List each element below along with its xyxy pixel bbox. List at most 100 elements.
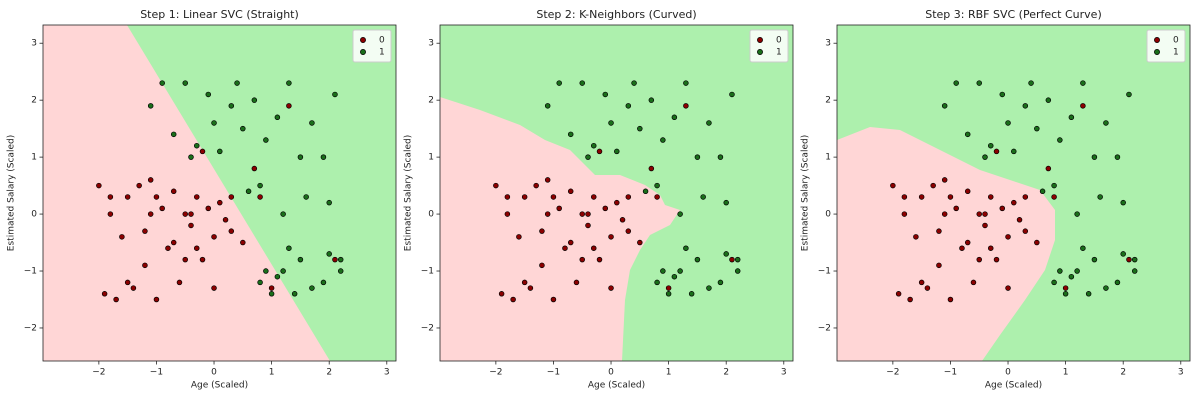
point bbox=[562, 245, 568, 251]
legend-marker bbox=[757, 37, 763, 43]
point bbox=[579, 80, 585, 86]
point bbox=[1068, 114, 1075, 121]
point bbox=[228, 194, 235, 200]
point bbox=[700, 194, 706, 200]
point bbox=[1103, 120, 1109, 126]
point bbox=[194, 245, 200, 251]
point bbox=[101, 291, 108, 297]
point bbox=[706, 285, 712, 291]
x-tick-label: 1 bbox=[666, 368, 672, 378]
point bbox=[660, 268, 666, 274]
point bbox=[1016, 217, 1023, 223]
point bbox=[567, 131, 574, 138]
point bbox=[1011, 199, 1017, 206]
x-tick-label: 0 bbox=[211, 368, 217, 378]
y-tick-label: 3 bbox=[31, 39, 37, 49]
point bbox=[585, 154, 591, 160]
point bbox=[596, 148, 603, 155]
point bbox=[608, 234, 614, 240]
point bbox=[337, 256, 344, 263]
y-tick-label: 2 bbox=[825, 96, 831, 106]
point bbox=[567, 239, 574, 246]
point bbox=[665, 285, 672, 291]
point bbox=[1074, 268, 1080, 274]
point bbox=[683, 103, 689, 109]
panel: −2 −1 0 1 2 3 −2 −1 0 1 2 3 Step 2: K-Neighbors (Cur… bbox=[404, 8, 794, 391]
point bbox=[913, 234, 919, 240]
point bbox=[953, 205, 959, 212]
point bbox=[113, 296, 119, 303]
point bbox=[1126, 256, 1132, 263]
point bbox=[1011, 148, 1017, 155]
x-tick-label: 0 bbox=[1005, 368, 1011, 378]
point bbox=[153, 296, 160, 303]
point bbox=[516, 234, 522, 240]
chart-title: Step 3: RBF SVC (Perfect Curve) bbox=[925, 8, 1102, 21]
point bbox=[683, 80, 689, 86]
point bbox=[579, 211, 585, 217]
point bbox=[286, 103, 292, 109]
point bbox=[717, 279, 724, 286]
y-tick-label: −1 bbox=[818, 267, 831, 277]
point bbox=[637, 239, 643, 246]
plot-frame bbox=[42, 24, 397, 362]
point bbox=[297, 256, 304, 263]
point bbox=[1120, 199, 1126, 206]
point bbox=[602, 91, 609, 98]
point bbox=[970, 279, 977, 286]
point bbox=[170, 188, 177, 195]
point bbox=[136, 182, 142, 189]
point bbox=[936, 228, 942, 234]
point bbox=[533, 182, 539, 189]
point bbox=[245, 188, 252, 195]
point bbox=[493, 182, 499, 189]
point bbox=[504, 194, 511, 200]
point bbox=[521, 194, 528, 200]
point bbox=[263, 268, 269, 274]
point bbox=[941, 103, 948, 109]
point bbox=[614, 199, 620, 206]
point bbox=[194, 142, 200, 149]
y-tick-label: −2 bbox=[24, 323, 37, 333]
point bbox=[1131, 268, 1138, 274]
point bbox=[268, 285, 275, 291]
y-tick-label: −2 bbox=[818, 323, 831, 333]
point bbox=[1034, 125, 1040, 132]
point bbox=[573, 279, 580, 286]
y-tick-label: 1 bbox=[825, 153, 831, 163]
point bbox=[1091, 154, 1098, 160]
point bbox=[1062, 285, 1069, 291]
point bbox=[654, 194, 660, 200]
legend-box bbox=[352, 29, 392, 63]
point bbox=[999, 91, 1006, 98]
point bbox=[199, 148, 206, 155]
legend-label: 1 bbox=[1173, 48, 1179, 58]
point bbox=[182, 211, 188, 217]
point bbox=[274, 114, 281, 121]
point bbox=[182, 256, 188, 263]
point bbox=[1022, 228, 1029, 234]
x-tick-label: −1 bbox=[944, 368, 957, 378]
point bbox=[941, 177, 948, 183]
point bbox=[637, 125, 643, 132]
point bbox=[165, 245, 171, 251]
point bbox=[941, 211, 948, 217]
point bbox=[521, 279, 528, 286]
point bbox=[677, 211, 683, 217]
point bbox=[309, 120, 315, 126]
point bbox=[642, 188, 649, 195]
point bbox=[1051, 182, 1057, 189]
point bbox=[1051, 279, 1057, 286]
point bbox=[591, 142, 597, 149]
y-axis-label: Estimated Salary (Scaled) bbox=[404, 135, 414, 251]
point bbox=[309, 285, 315, 291]
point bbox=[337, 268, 344, 274]
point bbox=[729, 256, 735, 263]
point bbox=[988, 245, 994, 251]
point bbox=[918, 279, 925, 286]
point bbox=[947, 194, 954, 200]
point bbox=[901, 211, 908, 217]
point bbox=[257, 182, 263, 189]
point bbox=[993, 148, 1000, 155]
point bbox=[1051, 194, 1057, 200]
